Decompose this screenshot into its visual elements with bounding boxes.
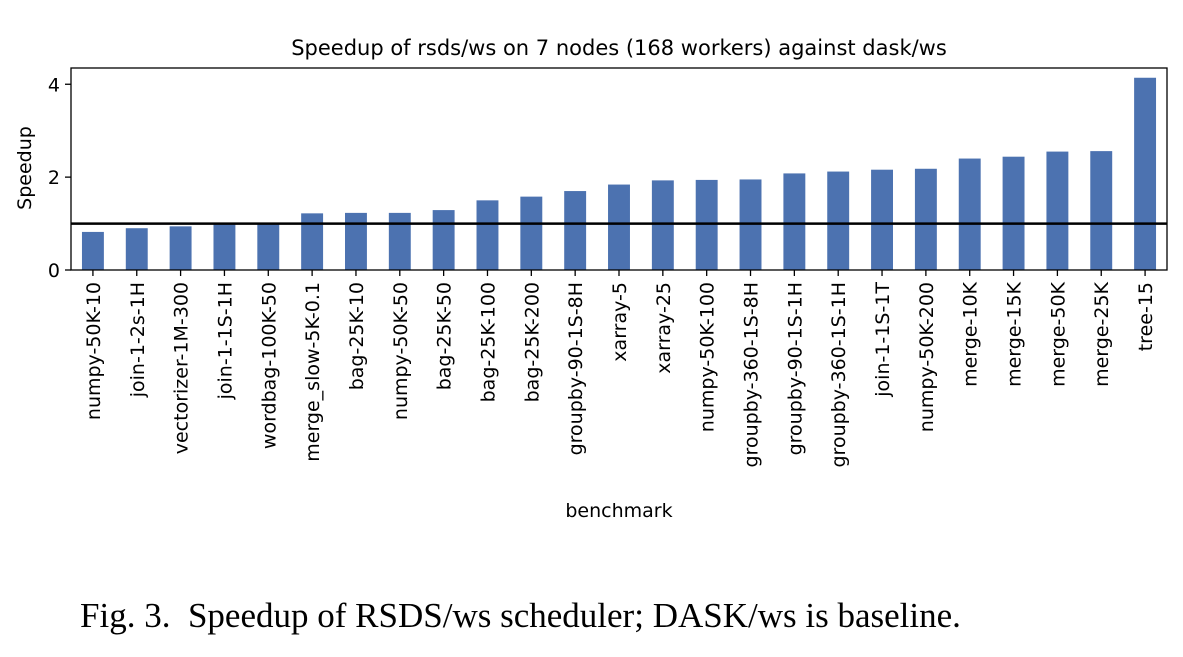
bar-join-1-1S-1T [871, 169, 893, 270]
x-tick-label: wordbag-100K-50 [258, 282, 280, 449]
x-tick-label: xarray-25 [653, 282, 675, 374]
y-tick-label: 4 [48, 74, 60, 96]
bar-groupby-90-1S-1H [783, 173, 806, 270]
x-tick-label: groupby-360-1S-1H [828, 282, 850, 468]
x-tick-label: numpy-50K-50 [390, 282, 412, 420]
x-tick-label: merge-25K [1091, 281, 1113, 386]
caption-dask-initial: D [652, 596, 678, 635]
bar-tree-15 [1134, 77, 1157, 270]
y-tick-label: 2 [48, 167, 60, 189]
caption-text-1: Speedup of [187, 596, 356, 635]
x-tick-label: join-1-1S-1H [214, 282, 236, 400]
caption-rsds-initial: R [355, 596, 379, 635]
x-tick-label: bag-25K-10 [346, 282, 368, 390]
caption-figure-number: Fig. 3. [80, 596, 171, 635]
x-tick-label: numpy-50K-10 [83, 282, 105, 420]
figure-caption: Fig. 3. Speedup of RSDS/ws scheduler; DA… [80, 596, 1180, 636]
bar-numpy-50K-200 [914, 168, 937, 270]
x-tick-label: xarray-5 [609, 282, 631, 362]
x-tick-label: groupby-360-1S-8H [741, 282, 763, 468]
x-tick-label: groupby-90-1S-1H [784, 282, 806, 455]
x-tick-label: numpy-50K-100 [697, 282, 719, 432]
caption-text-3: /ws is baseline. [748, 596, 961, 635]
bar-join-1-2s-1H [125, 228, 148, 270]
bar-merge-10K [958, 158, 981, 270]
bar-merge-50K [1046, 151, 1069, 270]
x-axis-label: benchmark [565, 500, 672, 522]
bar-numpy-50K-50 [388, 212, 411, 270]
bar-join-1-1S-1H [213, 224, 236, 270]
x-tick-label: join-1-2s-1H [127, 282, 149, 398]
bar-groupby-360-1S-1H [827, 171, 850, 270]
bar-bag-25K-10 [345, 212, 367, 270]
x-tick-label: join-1-1S-1T [872, 282, 894, 398]
x-tick-label: merge-10K [960, 281, 982, 386]
bar-xarray-25 [651, 180, 674, 270]
x-tick-label: bag-25K-50 [434, 282, 456, 390]
x-tick-label: merge-15K [1004, 281, 1026, 386]
x-tick-label: numpy-50K-200 [916, 282, 938, 432]
bar-merge-15K [1002, 156, 1025, 270]
bar-bag-25K-50 [432, 210, 455, 270]
x-tick-label: bag-25K-200 [521, 282, 543, 402]
bar-merge-25K [1090, 151, 1113, 270]
bar-wordbag-100K-50 [257, 224, 280, 270]
x-tick-label: groupby-90-1S-8H [565, 282, 587, 455]
y-axis-label: Speedup [14, 126, 36, 210]
x-tick-label: merge-50K [1047, 281, 1069, 386]
x-tick-label: merge_slow-5K-0.1 [302, 282, 324, 462]
x-axis: numpy-50K-10 join-1-2s-1H vectorizer-1M-30… [83, 270, 1157, 468]
bar-bag-25K-100 [476, 200, 499, 270]
y-axis: 0 2 4 [48, 74, 71, 282]
bar-bag-25K-200 [520, 196, 543, 270]
caption-dask-rest: ASK [677, 596, 748, 635]
bar-numpy-50K-10 [81, 231, 104, 270]
caption-text-2: /ws scheduler; [442, 596, 653, 635]
bar-groupby-90-1S-8H [564, 191, 587, 270]
bar-xarray-5 [608, 184, 630, 270]
speedup-bar-chart: Speedup of rsds/ws on 7 nodes (168 worke… [14, 36, 1168, 522]
x-tick-label: vectorizer-1M-300 [171, 282, 193, 454]
bar-vectorizer-1M-300 [169, 226, 192, 270]
x-tick-label: tree-15 [1135, 282, 1157, 351]
bars-group [81, 77, 1157, 270]
caption-rsds-rest: SDS [378, 596, 443, 635]
chart-title: Speedup of rsds/ws on 7 nodes (168 worke… [291, 36, 947, 60]
x-tick-label: bag-25K-100 [477, 282, 499, 402]
bar-numpy-50K-100 [695, 179, 718, 270]
bar-merge_slow-5K-0.1 [301, 213, 324, 270]
y-tick-label: 0 [48, 260, 60, 282]
